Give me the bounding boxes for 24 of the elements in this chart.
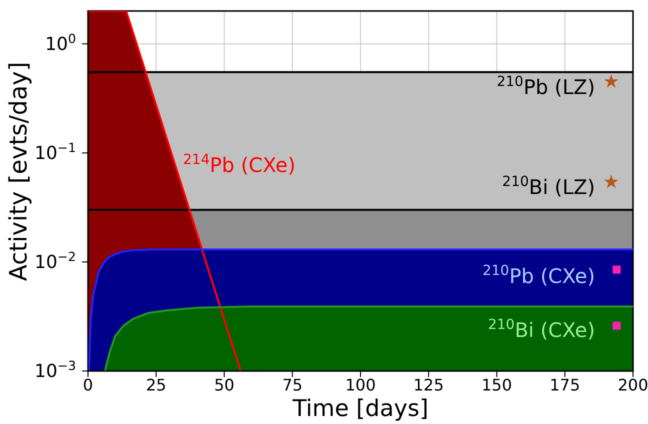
point xyxy=(604,74,618,88)
x-axis-title: Time [days] xyxy=(292,396,428,422)
point xyxy=(612,322,621,330)
annotation: $^{210}$Bi (CXe) xyxy=(488,317,595,342)
y-tick-label: 10$^{−1}$ xyxy=(34,139,76,164)
annotation: $^{210}$Pb (LZ) xyxy=(496,74,595,99)
x-tick-label: 150 xyxy=(481,375,512,394)
point xyxy=(612,266,621,274)
y-axis-title: Activity [evts/day] xyxy=(4,62,33,281)
x-tick-label: 0 xyxy=(82,375,94,394)
y-tick-label: 10$^{0}$ xyxy=(45,30,76,55)
x-tick-label: 75 xyxy=(282,375,303,394)
y-tick-label: 10$^{−2}$ xyxy=(34,248,76,273)
x-tick-label: 100 xyxy=(345,375,376,394)
x-tick-label: 125 xyxy=(413,375,444,394)
annotation: $^{210}$Pb (CXe) xyxy=(482,263,595,288)
x-tick-label: 200 xyxy=(618,375,648,394)
x-tick-label: 25 xyxy=(146,375,166,394)
y-tick-label: 10$^{−3}$ xyxy=(34,358,76,382)
x-tick-label: 50 xyxy=(214,375,234,394)
annotation: $^{214}$Pb (CXe) xyxy=(183,152,296,177)
point xyxy=(604,174,618,188)
x-tick-label: 175 xyxy=(550,375,580,394)
annotation: $^{210}$Bi (LZ) xyxy=(502,174,595,199)
